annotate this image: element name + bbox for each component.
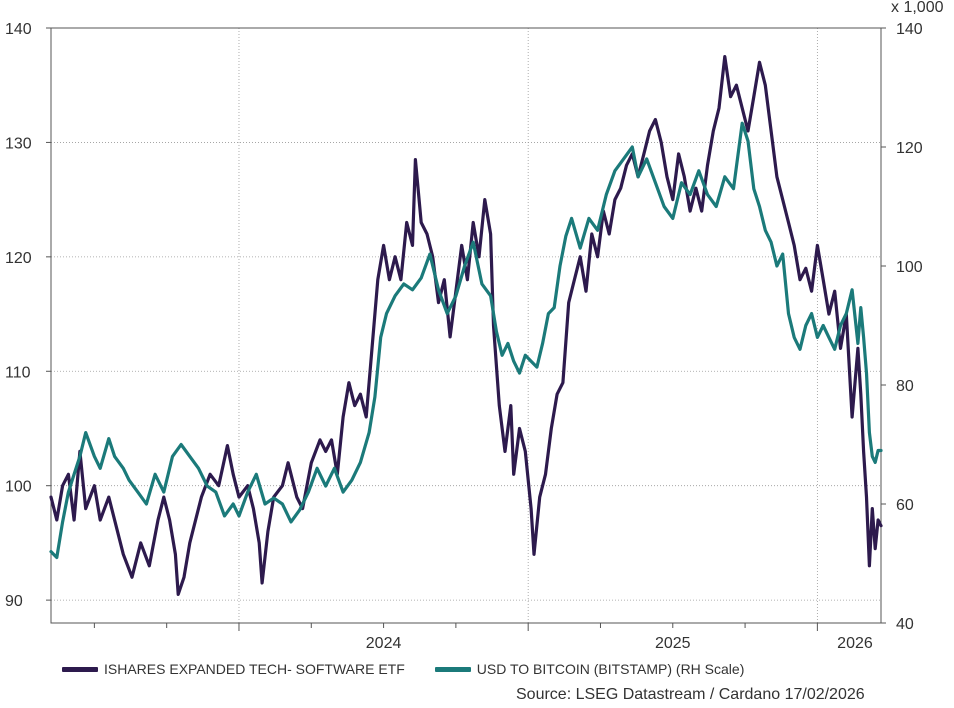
right-axis-unit-label: x 1,000 [891, 0, 944, 16]
x-axis: 2024 2025 2026 [93, 623, 873, 652]
left-axis-tick-label: 140 [5, 21, 32, 38]
series-line-bitcoin [49, 121, 883, 560]
right-axis-tick-label: 80 [896, 378, 914, 395]
left-axis-tick-label: 90 [5, 593, 23, 610]
series-group [49, 55, 883, 596]
legend-item-bitcoin: USD TO BITCOIN (BITSTAMP) (RH Scale) [434, 661, 745, 677]
right-axis: 40 60 80 100 120 140 [881, 21, 923, 633]
grid-lines [51, 28, 881, 623]
legend-swatch-bitcoin [434, 666, 471, 672]
left-axis: 90 100 110 120 130 140 [5, 21, 51, 610]
series-line-software-etf [49, 55, 883, 596]
left-axis-tick-label: 100 [5, 479, 32, 496]
left-axis-tick-label: 120 [5, 250, 32, 267]
legend-item-software-etf: ISHARES EXPANDED TECH- SOFTWARE ETF [62, 661, 405, 677]
right-axis-tick-label: 120 [896, 140, 923, 157]
left-axis-tick-label: 110 [5, 364, 31, 381]
right-axis-tick-label: 140 [896, 21, 923, 38]
x-axis-tick-label: 2025 [655, 635, 691, 652]
source-note: Source: LSEG Datastream / Cardano 17/02/… [516, 686, 865, 703]
legend-label-bitcoin: USD TO BITCOIN (BITSTAMP) (RH Scale) [476, 661, 745, 677]
right-axis-tick-label: 40 [896, 616, 914, 633]
right-axis-tick-label: 100 [896, 259, 923, 276]
left-axis-tick-label: 130 [5, 135, 32, 152]
right-axis-tick-label: 60 [896, 497, 914, 514]
x-axis-tick-label: 2026 [837, 635, 873, 652]
legend-swatch-software-etf [62, 666, 98, 672]
legend: ISHARES EXPANDED TECH- SOFTWARE ETF USD … [62, 661, 744, 677]
x-axis-tick-label: 2024 [366, 635, 402, 652]
plot-frame [50, 27, 882, 624]
legend-label-software-etf: ISHARES EXPANDED TECH- SOFTWARE ETF [104, 661, 405, 677]
